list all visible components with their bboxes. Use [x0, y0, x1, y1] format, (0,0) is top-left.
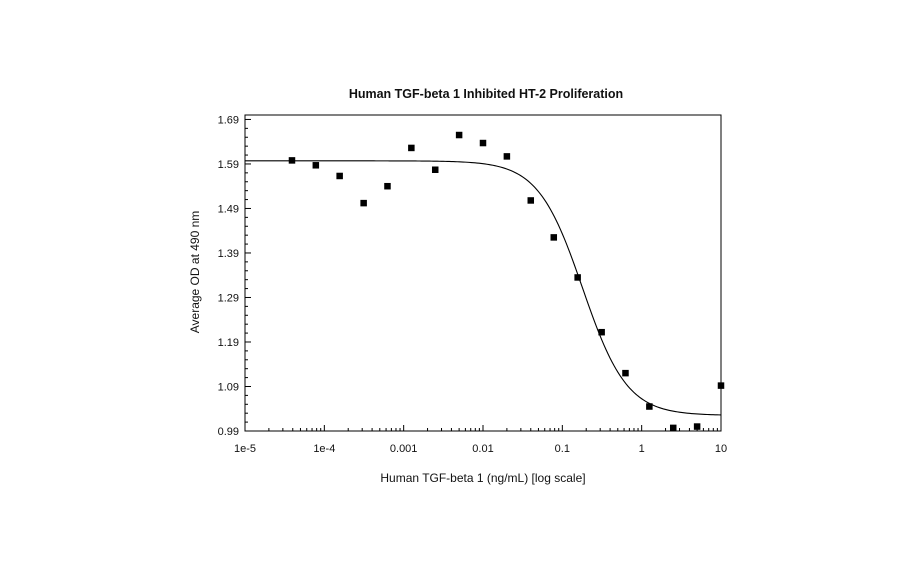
data-point	[431, 166, 439, 173]
data-point	[717, 382, 725, 389]
data-point	[503, 153, 511, 160]
data-point	[550, 234, 558, 241]
data-point	[360, 199, 367, 207]
x-tick-label: 1e-5	[234, 443, 256, 455]
y-tick-label: 1.09	[218, 381, 239, 393]
data-point	[574, 274, 581, 281]
data-point	[622, 369, 629, 377]
y-axis-label: Average OD at 490 nm	[188, 211, 202, 334]
data-point	[598, 328, 605, 336]
y-tick-label: 1.39	[218, 248, 239, 260]
data-point	[408, 144, 415, 152]
y-tick-label: 1.29	[218, 292, 239, 304]
data-point	[336, 172, 343, 180]
data-point	[479, 139, 487, 147]
x-tick-label: 0.01	[472, 443, 493, 455]
data-point	[693, 423, 701, 430]
data-point	[384, 182, 391, 190]
fit-curve	[245, 160, 722, 416]
x-tick-label: 1	[639, 443, 645, 455]
data-point	[669, 424, 677, 432]
x-tick-label: 1e-4	[313, 443, 335, 455]
x-axis-label: Human TGF-beta 1 (ng/mL) [log scale]	[380, 471, 585, 485]
y-tick-label: 1.59	[218, 159, 239, 171]
y-tick-label: 1.69	[218, 114, 239, 126]
x-tick-label: 0.001	[390, 443, 418, 455]
data-point	[527, 197, 535, 204]
data-point	[455, 131, 463, 139]
chart-title: Human TGF-beta 1 Inhibited HT-2 Prolifer…	[349, 87, 623, 101]
plot-area: 1e-5 1e-4 0.001 0.01 0.1 1 10 0.99 1.09 1.19 1.29 1…	[218, 114, 728, 455]
y-tick-label: 0.99	[218, 426, 239, 438]
y-tick-label: 1.49	[218, 203, 239, 215]
data-point	[646, 403, 653, 410]
x-tick-label: 0.1	[555, 443, 570, 455]
x-tick-label: 10	[715, 443, 727, 455]
data-point	[312, 162, 320, 169]
data-point	[288, 157, 296, 164]
y-tick-label: 1.19	[218, 337, 239, 349]
